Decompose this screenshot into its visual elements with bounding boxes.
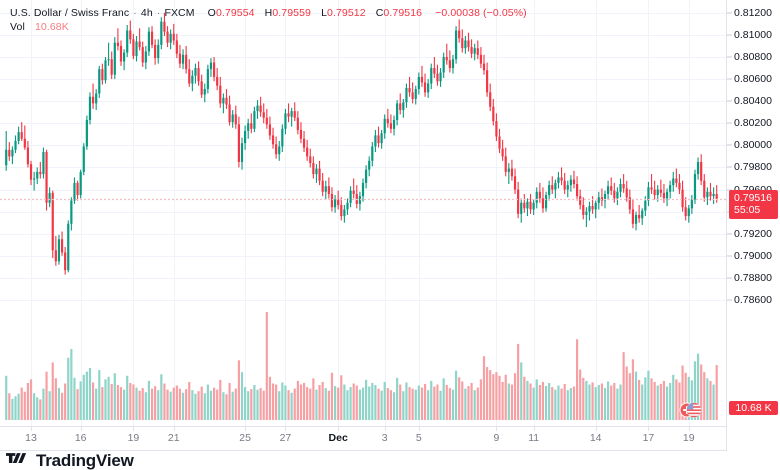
price-tick-mark [727,299,732,301]
price-tick-label: 0.79000 [734,249,772,262]
price-tick-label: 0.78800 [734,271,772,284]
chart-legend[interactable]: U.S. Dollar / Swiss Franc · 4h · FXCM O0… [10,6,527,34]
current-price-value: 0.79516 [734,191,772,204]
symbol-name[interactable]: U.S. Dollar / Swiss Franc [10,7,130,19]
price-tick-mark [727,34,732,36]
low-value: 0.79512 [327,7,366,19]
price-tick-label: 0.79200 [734,227,772,240]
time-tick-mark [419,427,420,431]
candlestick-series [5,12,718,420]
close-label: C [375,7,384,19]
price-tick-mark [727,12,732,14]
currency-pair-flag-icon [679,401,703,419]
low-label: L [321,7,328,19]
price-tick-mark [727,255,732,257]
price-tick-label: 0.81000 [734,28,772,41]
time-tick-mark [31,427,32,431]
price-tick-mark [727,233,732,235]
time-tick-label: 16 [74,432,87,444]
price-tick-mark [727,100,732,102]
tradingview-branding[interactable]: TradingView [6,451,134,470]
price-tick-label: 0.80800 [734,51,772,63]
high-value: 0.79559 [272,7,311,19]
current-price-line [0,198,726,201]
close-value: 0.79516 [383,7,423,19]
open-value: 0.79554 [215,7,255,19]
time-tick-label: 25 [239,432,251,444]
volume-badge[interactable]: 10.68 K [729,401,778,415]
time-tick-mark [81,427,82,431]
price-tick-label: 0.80400 [734,95,772,108]
time-tick-label: 5 [415,432,422,444]
time-tick-mark [689,427,690,431]
time-tick-label: 19 [127,432,140,444]
time-tick-mark [245,427,246,431]
open-label: O [207,7,216,19]
time-tick-mark [174,427,175,431]
exchange-label: FXCM [164,7,195,19]
time-tick-mark [648,427,649,431]
chart-grid [0,0,726,426]
price-tick-mark [727,78,732,80]
time-tick-label: 13 [25,432,37,444]
time-tick-mark [338,427,339,431]
price-tick-mark [727,144,732,146]
time-tick-label: 9 [493,432,500,444]
legend-separator-2: · [156,7,161,19]
price-tick-label: 0.80600 [734,73,772,86]
current-price-badge[interactable]: 0.79516 55:05 [729,189,778,219]
time-tick-label: 14 [589,432,602,444]
price-tick-mark [727,56,732,58]
price-tick-mark [727,189,732,191]
chart-pane[interactable] [0,0,727,427]
time-tick-label: 21 [167,432,180,444]
tradingview-logo-icon [6,451,30,470]
price-tick-label: 0.80000 [734,139,772,152]
bar-countdown: 55:05 [734,204,761,217]
price-tick-label: 0.80200 [734,117,772,130]
interval-label[interactable]: 4h [140,7,153,19]
time-tick-mark [285,427,286,431]
price-axis[interactable]: 0.81200 0.81000 0.80800 0.80600 0.80400 0.802… [727,0,780,426]
legend-volume-row: Vol 10.68K [10,20,527,34]
volume-unit: K [61,21,69,33]
change-value: −0.00038 (−0.05%) [435,7,527,19]
time-tick-label: 19 [682,432,695,444]
time-tick-label: Dec [328,432,348,444]
volume-value: 10.68 [34,21,62,33]
volume-label: Vol [10,21,25,33]
price-tick-mark [727,122,732,124]
time-tick-label: 3 [381,432,388,444]
price-tick-mark [727,277,732,279]
time-tick-mark [496,427,497,431]
time-tick-label: 11 [528,432,540,444]
price-tick-label: 0.78600 [734,294,772,306]
legend-main-row: U.S. Dollar / Swiss Franc · 4h · FXCM O0… [10,6,527,20]
price-tick-mark [727,166,732,168]
time-tick-label: 17 [642,432,655,444]
price-tick-label: 0.79800 [734,161,772,174]
time-tick-mark [385,427,386,431]
legend-separator-1: · [133,7,137,19]
high-label: H [264,7,273,19]
time-tick-label: 27 [279,432,292,444]
time-tick-mark [596,427,597,431]
time-tick-mark [133,427,134,431]
time-tick-mark [534,427,535,431]
price-tick-label: 0.81200 [734,6,772,19]
tradingview-wordmark: TradingView [36,451,134,470]
time-axis[interactable]: 13 16 19 21 25 27 Dec 3 5 9 11 14 17 19 [0,427,727,451]
